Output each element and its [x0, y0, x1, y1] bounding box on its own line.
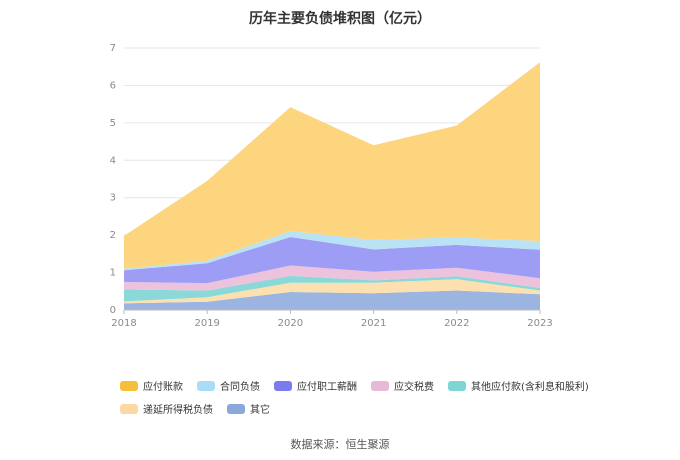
y-tick-label: 5	[110, 118, 116, 129]
y-tick-label: 4	[110, 155, 116, 166]
legend-label: 其它	[250, 405, 270, 416]
x-tick-label: 2022	[444, 318, 469, 329]
legend-item[interactable]: 递延所得税负债	[120, 401, 213, 416]
x-tick-label: 2023	[527, 318, 552, 329]
y-tick-label: 3	[110, 193, 116, 204]
y-tick-label: 1	[110, 268, 116, 279]
area-series-group	[124, 62, 540, 310]
legend-swatch	[227, 403, 245, 414]
legend-item[interactable]: 应付账款	[120, 378, 183, 393]
legend-item[interactable]: 应付职工薪酬	[274, 378, 357, 393]
x-tick-label: 2020	[278, 318, 303, 329]
area-series-应交税费	[124, 265, 540, 291]
legend-label: 递延所得税负债	[143, 405, 213, 416]
legend-label: 合同负债	[220, 382, 260, 393]
legend-label: 应付账款	[143, 382, 183, 393]
legend-swatch	[120, 380, 138, 391]
y-tick-label: 2	[110, 230, 116, 241]
area-series-应付账款	[124, 62, 540, 269]
legend-item[interactable]: 其它	[227, 401, 270, 416]
y-tick-label: 6	[110, 80, 116, 91]
area-series-其他应付款(含利息和股利)	[124, 275, 540, 302]
legend-item[interactable]: 合同负债	[197, 378, 260, 393]
legend-item[interactable]: 应交税费	[371, 378, 434, 393]
legend-item[interactable]: 其他应付款(含利息和股利)	[448, 378, 589, 393]
x-tick-label: 2019	[194, 318, 219, 329]
axes: 0 1 2 3 4 5 6 7 2018 2019 2020 2021 2022 2023	[110, 43, 553, 329]
legend-label: 应付职工薪酬	[297, 382, 357, 393]
legend-label: 应交税费	[394, 382, 434, 393]
area-series-递延所得税负债	[124, 279, 540, 304]
legend-swatch	[448, 380, 466, 391]
legend-swatch	[120, 403, 138, 414]
legend-label: 其他应付款(含利息和股利)	[471, 382, 589, 393]
area-series-其它	[124, 290, 540, 310]
y-tick-label: 7	[110, 43, 116, 54]
data-source-note: 数据来源：恒生聚源	[290, 438, 390, 451]
chart-legend: 应付账款 合同负债 应付职工薪酬 应交税费 其他应付款(含利息和股利) 递延所得税负债 其它	[120, 378, 590, 416]
legend-swatch	[197, 380, 215, 391]
legend-swatch	[274, 380, 292, 391]
chart-title: 历年主要负债堆积图（亿元）	[249, 11, 431, 27]
legend-swatch	[371, 380, 389, 391]
x-tick-label: 2018	[111, 318, 136, 329]
x-tick-label: 2021	[361, 318, 386, 329]
area-series-应付职工薪酬	[124, 237, 540, 284]
area-series-合同负债	[124, 231, 540, 271]
y-tick-label: 0	[110, 305, 116, 316]
